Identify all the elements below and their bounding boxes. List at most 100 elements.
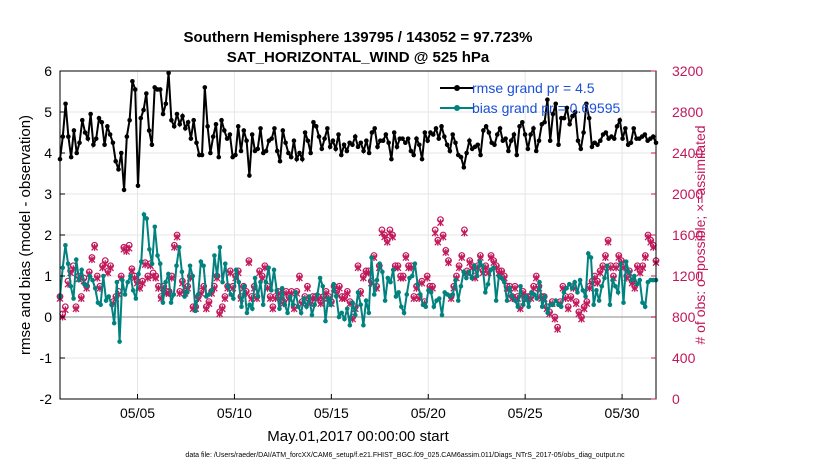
bias-point (561, 290, 567, 295)
rmse-point (414, 136, 419, 141)
rmse-point (63, 101, 68, 107)
bias-point (190, 273, 196, 279)
bias-point (640, 300, 645, 305)
obs-assimilated-marker (418, 279, 426, 287)
bias-point (491, 265, 496, 271)
rmse-point (71, 128, 77, 133)
rmse-point (191, 117, 196, 123)
rmse-point (545, 97, 550, 102)
rmse-point (372, 126, 378, 131)
rmse-point (442, 134, 447, 139)
bias-point (133, 296, 139, 301)
bias-point (98, 302, 103, 308)
rmse-point (461, 165, 467, 170)
obs-assimilated-marker (125, 244, 133, 252)
rmse-point (494, 132, 500, 137)
obs-assimilated-marker (261, 264, 269, 272)
rmse-point (263, 148, 269, 154)
bias-point (111, 320, 117, 326)
obs-assimilated-marker (152, 274, 160, 282)
rmse-point (116, 167, 121, 172)
rmse-point (550, 111, 556, 117)
rmse-point (255, 146, 261, 152)
rmse-point (589, 144, 595, 150)
rmse-point (241, 128, 247, 133)
bias-point (634, 281, 640, 287)
bias-point (404, 292, 410, 297)
rmse-point (157, 87, 163, 92)
rmse-point (447, 148, 453, 154)
bias-point (144, 216, 149, 221)
rmse-point (517, 124, 522, 129)
bias-point (217, 245, 223, 250)
bias-point (507, 286, 513, 291)
bias-point (466, 269, 472, 275)
bias-point (147, 247, 152, 252)
bias-point (130, 288, 136, 293)
rmse-point (188, 136, 194, 141)
obs-assimilated-marker (343, 289, 351, 297)
bias-point (355, 290, 361, 295)
bias-point (306, 294, 312, 299)
obs-assimilated-marker (221, 295, 229, 303)
rmse-point (547, 138, 553, 143)
rmse-point (542, 119, 547, 125)
rmse-point (433, 126, 439, 131)
obs-assimilated-marker (460, 229, 468, 237)
bias-point (301, 296, 307, 301)
y-tick-label: -1 (40, 350, 53, 366)
obs-assimilated-marker (88, 256, 96, 264)
bias-point (613, 283, 618, 289)
rmse-point (650, 134, 656, 139)
bias-point (632, 273, 637, 279)
bias-point (380, 269, 385, 275)
bias-point (334, 294, 339, 299)
bias-point (553, 298, 559, 303)
bias-point (428, 290, 434, 295)
rmse-point (375, 144, 380, 150)
rmse-point (277, 158, 283, 164)
bias-point (285, 310, 290, 316)
bias-point (483, 290, 488, 295)
rmse-point (183, 126, 188, 131)
bias-point (480, 263, 485, 269)
bias-point (575, 290, 580, 295)
obs-assimilated-marker (458, 254, 466, 262)
obs-assimilated-marker (389, 233, 397, 241)
bias-point (103, 298, 109, 303)
rmse-point (177, 122, 183, 127)
bias-point (520, 302, 526, 308)
rmse-point (405, 136, 411, 141)
bias-point (315, 292, 320, 297)
bias-point (65, 261, 71, 267)
obs-assimilated-marker (93, 274, 101, 282)
rmse-point (419, 156, 425, 162)
bias-point (545, 310, 550, 316)
obs-assimilated-marker (354, 264, 362, 272)
bias-point (149, 261, 155, 267)
y-tick-label: 0 (44, 309, 52, 325)
obs-assimilated-marker (128, 267, 136, 275)
obs-assimilated-marker (269, 305, 277, 313)
bias-point (399, 304, 404, 310)
rmse-point (522, 132, 528, 137)
rmse-point (288, 154, 294, 160)
bias-point (239, 304, 244, 310)
bias-point (195, 292, 201, 297)
rmse-point (96, 115, 102, 121)
bias-point (138, 259, 144, 264)
obs-assimilated-marker (296, 274, 303, 282)
bias-point (339, 310, 345, 316)
obs-assimilated-marker (649, 243, 657, 251)
bias-point (336, 314, 342, 320)
bias-point (309, 312, 315, 318)
obs-assimilated-marker (176, 289, 184, 297)
bias-point (594, 288, 599, 293)
obs-assimilated-marker (410, 295, 418, 303)
bias-point (534, 296, 540, 301)
x-axis-label: May.01,2017 00:00:00 start (267, 428, 449, 445)
bias-point (92, 286, 98, 291)
rmse-point (628, 140, 634, 146)
bias-point (298, 310, 304, 316)
rmse-point (308, 150, 313, 156)
